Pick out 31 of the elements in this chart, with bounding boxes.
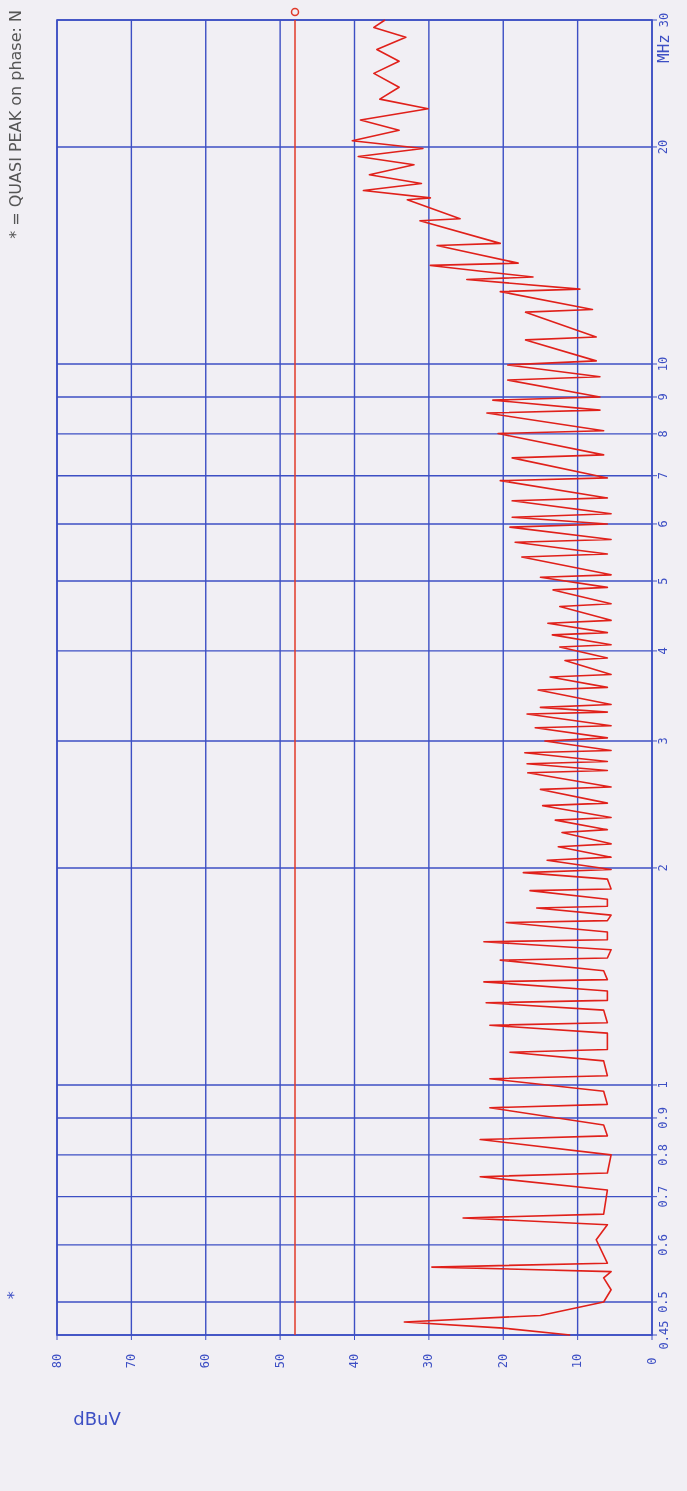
y-tick-label: 20	[656, 139, 671, 155]
x-axis-title: dBuV	[73, 1408, 122, 1429]
y-tick-label: 0.6	[656, 1234, 671, 1256]
text: *	[3, 1290, 23, 1300]
x-tick-label: 60	[198, 1353, 213, 1369]
x-tick-label: 0	[644, 1357, 659, 1365]
x-tick-label: 10	[570, 1353, 585, 1369]
y-tick-label: 2	[656, 864, 671, 872]
y-tick-label: 0.9	[656, 1107, 671, 1129]
y-tick-label: 0.7	[656, 1185, 671, 1208]
y-tick-label: 30	[656, 12, 671, 28]
y-tick-label: 0.5	[656, 1291, 671, 1313]
y-axis-title: MHz	[653, 34, 673, 63]
y-tick-label: 0.8	[656, 1144, 671, 1166]
x-tick-label: 40	[347, 1353, 361, 1369]
y-tick-label: 7	[656, 472, 671, 480]
y-tick-label: 8	[656, 430, 671, 438]
y-tick-label: 6	[656, 520, 671, 528]
x-tick-label: 20	[495, 1353, 510, 1369]
x-tick-label: 80	[49, 1353, 64, 1369]
y-tick-label: 9	[656, 393, 671, 401]
text: * = QUASI PEAK on phase: N	[5, 10, 25, 239]
y-tick-label: 4	[656, 647, 671, 655]
y-tick-label: 3	[656, 737, 671, 745]
y-tick-label: 1	[656, 1081, 671, 1089]
y-tick-label: 10	[656, 356, 671, 372]
y-tick-label: 0.45	[656, 1320, 671, 1350]
y-tick-label: 5	[656, 577, 671, 585]
x-tick-label: 30	[421, 1353, 436, 1369]
x-tick-label: 70	[123, 1353, 138, 1369]
x-tick-label: 50	[272, 1353, 287, 1369]
